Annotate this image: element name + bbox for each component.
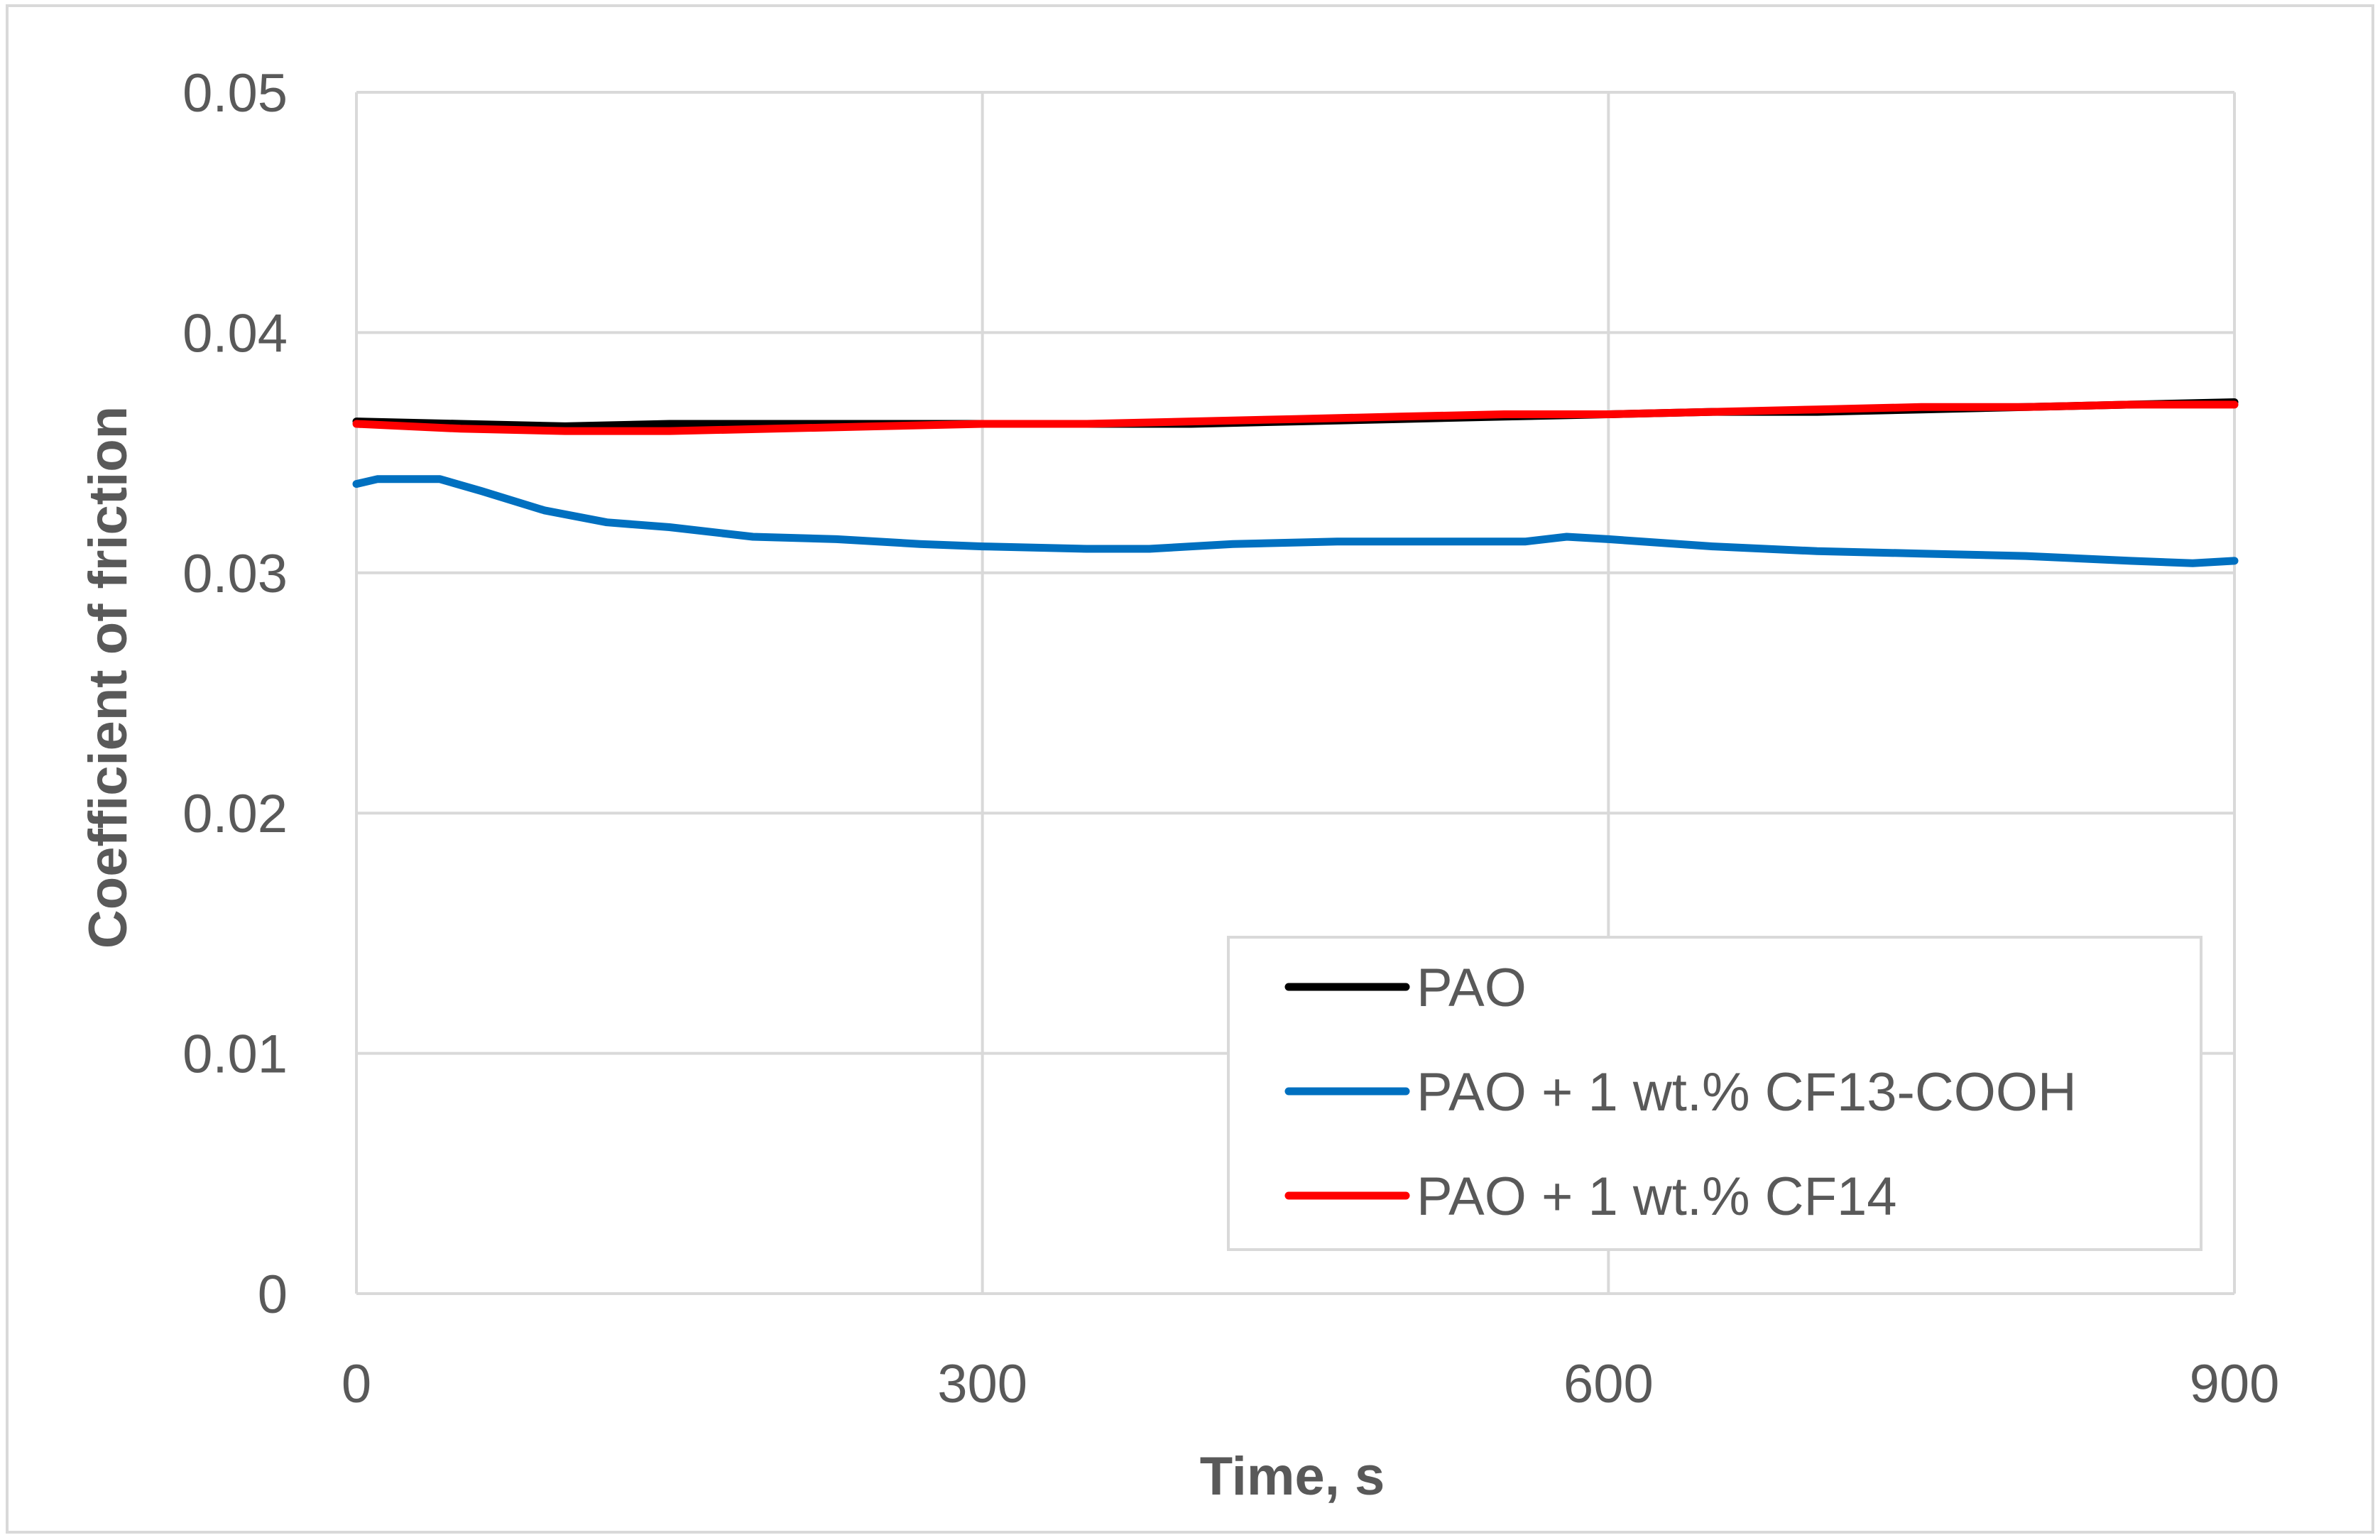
- x-tick-label: 600: [1563, 1354, 1654, 1414]
- legend-label-2: PAO + 1 wt.% CF14: [1416, 1167, 1897, 1227]
- y-tick-labels: 0 0.01 0.02 0.03 0.04 0.05: [182, 63, 288, 1325]
- y-tick-label: 0: [258, 1265, 288, 1325]
- y-tick-label: 0.01: [182, 1025, 288, 1085]
- y-tick-label: 0.05: [182, 63, 288, 124]
- x-tick-label: 0: [342, 1354, 371, 1414]
- series-line-1: [352, 475, 2239, 567]
- legend-label-1: PAO + 1 wt.% CF13-COOH: [1416, 1062, 2077, 1123]
- legend: PAO PAO + 1 wt.% CF13-COOH PAO + 1 wt.% CF…: [1227, 936, 2202, 1251]
- y-tick-label: 0.03: [182, 544, 288, 604]
- series-line-2: [352, 400, 2239, 435]
- x-tick-labels: 0 300 600 900: [342, 1354, 2280, 1414]
- legend-label-0: PAO: [1416, 958, 1527, 1018]
- x-tick-label: 900: [2190, 1354, 2280, 1414]
- series-layer: [352, 398, 2239, 567]
- chart-area-border: [6, 4, 2374, 1534]
- y-axis-title: Coefficient of friction: [78, 406, 138, 949]
- x-tick-label: 300: [937, 1354, 1027, 1414]
- x-axis-title: Time, s: [1200, 1446, 1385, 1507]
- y-tick-label: 0.04: [182, 303, 288, 364]
- y-tick-label: 0.02: [182, 784, 288, 844]
- gridlines: [355, 91, 2236, 1295]
